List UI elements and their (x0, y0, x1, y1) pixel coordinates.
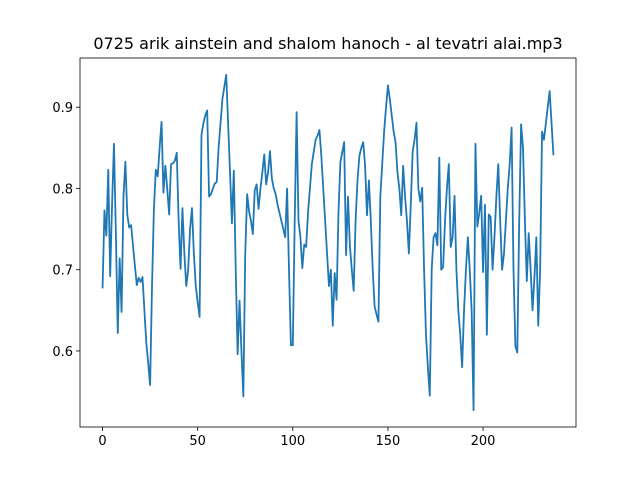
x-tick-label: 0 (98, 434, 106, 449)
x-tick-label: 100 (280, 434, 305, 449)
data-line (101, 73, 555, 412)
y-tick-label: 0.6 (52, 345, 73, 360)
y-tick-label: 0.7 (52, 264, 73, 279)
y-tick-label: 0.8 (52, 182, 73, 197)
y-tick-label: 0.9 (52, 101, 73, 116)
x-tick-label: 200 (471, 434, 496, 449)
x-tick-label: 150 (376, 434, 401, 449)
plot-frame (79, 57, 577, 428)
chart-title: 0725 arik ainstein and shalom hanoch - a… (93, 34, 562, 53)
x-tick-label: 50 (189, 434, 206, 449)
